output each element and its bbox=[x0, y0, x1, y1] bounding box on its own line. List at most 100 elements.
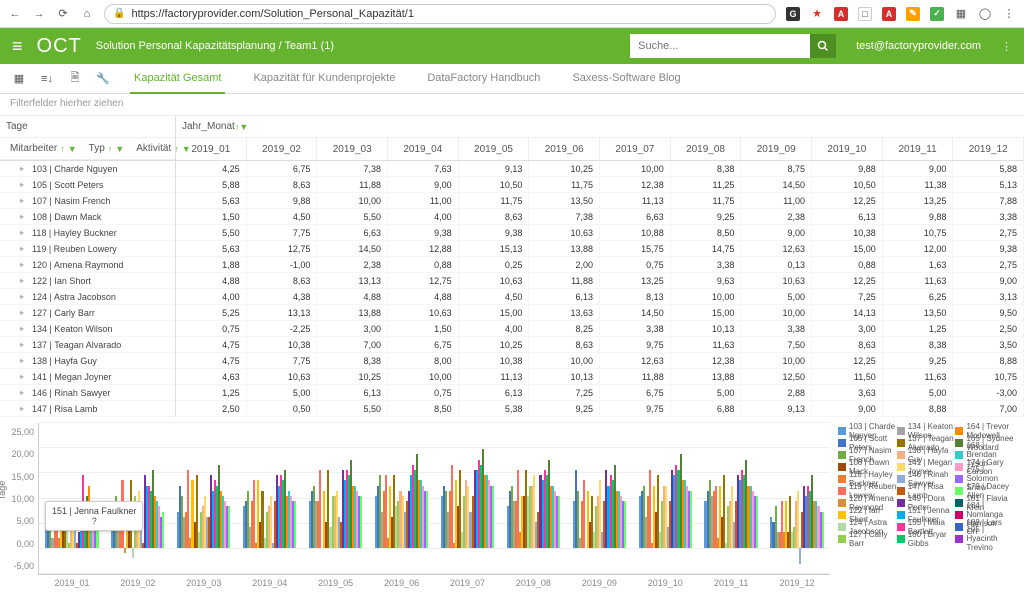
tab[interactable]: DataFactory Handbuch bbox=[423, 64, 544, 94]
data-cell: 3,63 bbox=[812, 385, 882, 401]
chart-bar[interactable] bbox=[723, 475, 725, 548]
row-label[interactable]: ▸124 | Astra Jacobson bbox=[0, 289, 175, 305]
chart-bar[interactable] bbox=[797, 491, 799, 548]
forward-icon[interactable]: → bbox=[32, 7, 46, 21]
data-cell: 13,50 bbox=[529, 193, 599, 209]
url-bar[interactable]: 🔒 https://factoryprovider.com/Solution_P… bbox=[104, 4, 776, 24]
chart-bar[interactable] bbox=[270, 496, 272, 548]
month-header[interactable]: 2019_10 bbox=[812, 138, 883, 160]
month-header[interactable]: 2019_06 bbox=[529, 138, 600, 160]
ext-icon[interactable]: ✓ bbox=[930, 7, 944, 21]
app-header: ≡ OCT Solution Personal Kapazitätsplanun… bbox=[0, 28, 1024, 64]
chart-bar[interactable] bbox=[228, 506, 230, 548]
more-icon[interactable]: ⋮ bbox=[1002, 7, 1016, 21]
back-icon[interactable]: ← bbox=[8, 7, 22, 21]
chart-bar[interactable] bbox=[583, 480, 585, 548]
chart-bar[interactable] bbox=[360, 496, 362, 548]
chart-bar[interactable] bbox=[799, 548, 801, 564]
row-label[interactable]: ▸137 | Teagan Alvarado bbox=[0, 337, 175, 353]
chart-bar[interactable] bbox=[451, 465, 453, 548]
chart-bar[interactable] bbox=[132, 548, 134, 558]
data-cell: 9,13 bbox=[741, 401, 811, 417]
menu-icon[interactable]: ≡ bbox=[12, 36, 23, 57]
year-dim-cell[interactable]: Jahr_Monat ↑ ▼ bbox=[176, 116, 1024, 138]
data-cell: 9,25 bbox=[529, 401, 599, 417]
data-cell: 11,75 bbox=[529, 177, 599, 193]
data-cell: 4,63 bbox=[176, 369, 246, 385]
ext-icon[interactable]: □ bbox=[858, 7, 872, 21]
month-header[interactable]: 2019_04 bbox=[388, 138, 459, 160]
row-label[interactable]: ▸105 | Scott Peters bbox=[0, 177, 175, 193]
data-cell: 13,13 bbox=[247, 305, 317, 321]
reload-icon[interactable]: ⟳ bbox=[56, 7, 70, 21]
row-label[interactable]: ▸141 | Megan Joyner bbox=[0, 369, 175, 385]
ext-icon[interactable]: A bbox=[834, 7, 848, 21]
chart-bar[interactable] bbox=[649, 470, 651, 548]
legend-item[interactable]: 160 | Bryar Gibbs bbox=[897, 533, 956, 544]
chart-bar[interactable] bbox=[624, 501, 626, 548]
ext-icon[interactable]: ✎ bbox=[906, 7, 920, 21]
row-dim-cell[interactable]: Mitarbeiter↑▼ bbox=[6, 143, 81, 154]
ext-icon[interactable]: G bbox=[786, 7, 800, 21]
star-icon[interactable]: ★ bbox=[810, 7, 824, 21]
month-header[interactable]: 2019_01 bbox=[176, 138, 247, 160]
row-label[interactable]: ▸107 | Nasim French bbox=[0, 193, 175, 209]
tool-wrench-icon[interactable]: 🔧 bbox=[92, 68, 114, 90]
home-icon[interactable]: ⌂ bbox=[80, 7, 94, 21]
data-cell: 6,13 bbox=[812, 209, 882, 225]
row-label[interactable]: ▸134 | Keaton Wilson bbox=[0, 321, 175, 337]
row-label[interactable]: ▸119 | Reuben Lowery bbox=[0, 241, 175, 257]
search-input[interactable] bbox=[630, 34, 810, 58]
chart-bar[interactable] bbox=[124, 548, 126, 553]
tool-sort-icon[interactable]: ≡↓ bbox=[36, 68, 58, 90]
chart-plot[interactable]: 151 | Jenna Faulkner ? 2019_012019_02201… bbox=[38, 423, 830, 575]
tool-doc-icon[interactable]: 🗎 bbox=[64, 68, 86, 90]
search-button[interactable] bbox=[810, 34, 836, 58]
user-menu-icon[interactable]: ⋮ bbox=[1001, 40, 1012, 53]
row-label[interactable]: ▸103 | Charde Nguyen bbox=[0, 161, 175, 177]
chart-bar[interactable] bbox=[756, 496, 758, 548]
chart-bar[interactable] bbox=[162, 512, 164, 548]
chart-bar[interactable] bbox=[822, 512, 824, 548]
month-header[interactable]: 2019_05 bbox=[459, 138, 530, 160]
tab[interactable]: Kapazität Gesamt bbox=[130, 64, 225, 94]
chart-bar[interactable] bbox=[319, 470, 321, 548]
row-label[interactable]: ▸138 | Hayfa Guy bbox=[0, 353, 175, 369]
chart-bar[interactable] bbox=[492, 486, 494, 548]
month-header[interactable]: 2019_08 bbox=[671, 138, 742, 160]
month-header[interactable]: 2019_02 bbox=[247, 138, 318, 160]
chart-bar[interactable] bbox=[426, 491, 428, 548]
chart-bar[interactable] bbox=[294, 501, 296, 548]
row-label[interactable]: ▸127 | Carly Barr bbox=[0, 305, 175, 321]
row-label[interactable]: ▸122 | Ian Short bbox=[0, 273, 175, 289]
row-label[interactable]: ▸147 | Risa Lamb bbox=[0, 401, 175, 417]
ext-icon[interactable]: A bbox=[882, 7, 896, 21]
tab[interactable]: Kapazität für Kundenprojekte bbox=[249, 64, 399, 94]
profile-icon[interactable]: ◯ bbox=[978, 7, 992, 21]
month-header[interactable]: 2019_09 bbox=[741, 138, 812, 160]
tool-grid-icon[interactable]: ▦ bbox=[8, 68, 30, 90]
chart-bar[interactable] bbox=[187, 470, 189, 548]
row-label[interactable]: ▸146 | Rinah Sawyer bbox=[0, 385, 175, 401]
month-header[interactable]: 2019_12 bbox=[953, 138, 1024, 160]
filter-drop-zone[interactable]: Filterfelder hierher ziehen bbox=[0, 94, 1024, 116]
month-header[interactable]: 2019_03 bbox=[317, 138, 388, 160]
row-label[interactable]: ▸118 | Hayley Buckner bbox=[0, 225, 175, 241]
legend-item[interactable]: 195 | Hyacinth Trevino bbox=[955, 533, 1014, 544]
legend-item[interactable]: 127 | Carly Barr bbox=[838, 533, 897, 544]
tab[interactable]: Saxess-Software Blog bbox=[568, 64, 684, 94]
month-header[interactable]: 2019_11 bbox=[883, 138, 954, 160]
row-label[interactable]: ▸120 | Amena Raymond bbox=[0, 257, 175, 273]
chart-bar[interactable] bbox=[253, 480, 255, 548]
user-label[interactable]: test@factoryprovider.com bbox=[850, 40, 987, 52]
data-cell: 8,50 bbox=[671, 225, 741, 241]
row-label[interactable]: ▸108 | Dawn Mack bbox=[0, 209, 175, 225]
chart-bar[interactable] bbox=[690, 491, 692, 548]
month-header[interactable]: 2019_07 bbox=[600, 138, 671, 160]
data-cell: 6,88 bbox=[671, 401, 741, 417]
filter-icon[interactable]: ▼ bbox=[239, 122, 248, 132]
row-dim-cell[interactable]: Typ↑▼ bbox=[85, 143, 129, 154]
menu-icon[interactable]: ▦ bbox=[954, 7, 968, 21]
chart-bar[interactable] bbox=[558, 496, 560, 548]
measure-cell[interactable]: Tage bbox=[0, 116, 175, 138]
